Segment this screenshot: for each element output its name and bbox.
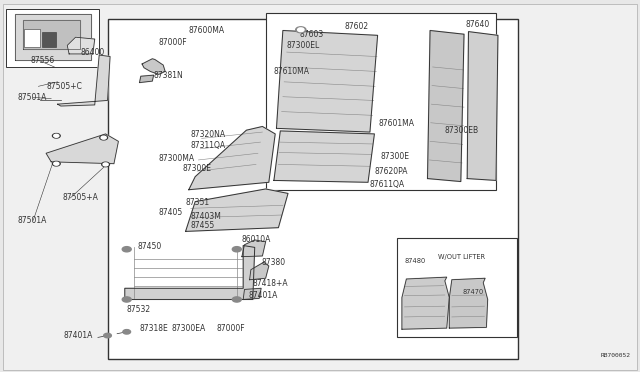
Text: 87620PA: 87620PA (374, 167, 408, 176)
Polygon shape (15, 14, 91, 60)
Polygon shape (189, 126, 275, 190)
Text: 87311QA: 87311QA (191, 141, 226, 150)
Text: W/OUT LIFTER: W/OUT LIFTER (438, 254, 486, 260)
Polygon shape (186, 189, 288, 231)
Text: 87611QA: 87611QA (370, 180, 405, 189)
Circle shape (232, 297, 241, 302)
Polygon shape (243, 288, 261, 299)
Text: 87401A: 87401A (64, 331, 93, 340)
Circle shape (122, 247, 131, 252)
Text: 87480: 87480 (404, 258, 426, 264)
Polygon shape (428, 31, 464, 182)
Polygon shape (140, 75, 154, 83)
Text: 87351: 87351 (186, 198, 210, 207)
Polygon shape (142, 59, 165, 74)
Text: 87505+A: 87505+A (63, 193, 99, 202)
Circle shape (100, 135, 108, 140)
Circle shape (52, 161, 60, 166)
Text: 87300E: 87300E (182, 164, 211, 173)
Text: 87401A: 87401A (248, 291, 278, 300)
Text: 87300E: 87300E (381, 153, 410, 161)
Circle shape (296, 27, 306, 33)
Text: 87380: 87380 (261, 258, 285, 267)
Text: 87501A: 87501A (18, 216, 47, 225)
Polygon shape (449, 278, 488, 328)
Text: 87300EL: 87300EL (287, 41, 320, 50)
Text: 87418+A: 87418+A (253, 279, 289, 288)
Bar (24, 29, 40, 47)
Text: 87602: 87602 (344, 22, 369, 31)
Text: 87600MA: 87600MA (189, 26, 225, 35)
Polygon shape (274, 131, 374, 182)
Bar (266, 13, 496, 190)
Polygon shape (67, 37, 95, 54)
Circle shape (101, 136, 106, 139)
Circle shape (54, 134, 59, 137)
Text: 87601MA: 87601MA (379, 119, 415, 128)
Circle shape (122, 297, 131, 302)
Polygon shape (467, 32, 498, 180)
Polygon shape (250, 262, 269, 280)
Polygon shape (402, 277, 449, 329)
Text: 87000F: 87000F (159, 38, 188, 47)
Text: 87455: 87455 (191, 221, 215, 230)
Circle shape (123, 330, 131, 334)
Polygon shape (46, 134, 118, 164)
Circle shape (232, 247, 241, 252)
Text: 87318E: 87318E (140, 324, 168, 333)
Polygon shape (242, 240, 266, 257)
Text: 87505+C: 87505+C (46, 82, 82, 91)
Text: 87405: 87405 (159, 208, 183, 217)
Text: 87000F: 87000F (216, 324, 245, 333)
Text: 87470: 87470 (462, 289, 483, 295)
Text: 87556: 87556 (31, 56, 55, 65)
Circle shape (102, 162, 109, 167)
Circle shape (104, 333, 111, 338)
Text: RB700052: RB700052 (600, 353, 630, 358)
Text: 87450: 87450 (138, 242, 162, 251)
Text: 87603: 87603 (300, 30, 324, 39)
Text: 87320NA: 87320NA (191, 130, 226, 139)
Text: 87610MA: 87610MA (274, 67, 310, 76)
Text: 87381N: 87381N (154, 71, 183, 80)
Bar (6, 9, 99, 67)
Text: 87640: 87640 (466, 20, 490, 29)
Circle shape (52, 134, 60, 138)
Polygon shape (276, 31, 378, 132)
Text: 87532: 87532 (127, 305, 151, 314)
Text: 86400: 86400 (81, 48, 105, 57)
Text: 86010A: 86010A (242, 235, 271, 244)
Polygon shape (58, 55, 110, 106)
Circle shape (298, 28, 304, 32)
Bar (42, 32, 56, 47)
Text: 87300EB: 87300EB (445, 126, 479, 135)
Text: 87403M: 87403M (191, 212, 221, 221)
Circle shape (54, 162, 59, 165)
Circle shape (103, 163, 108, 166)
Text: 87300MA: 87300MA (159, 154, 195, 163)
Polygon shape (125, 246, 255, 299)
Text: 87501A: 87501A (18, 93, 47, 102)
Bar (397, 238, 517, 337)
Polygon shape (23, 20, 80, 49)
Text: 87300EA: 87300EA (172, 324, 206, 333)
Bar (108, 19, 518, 359)
